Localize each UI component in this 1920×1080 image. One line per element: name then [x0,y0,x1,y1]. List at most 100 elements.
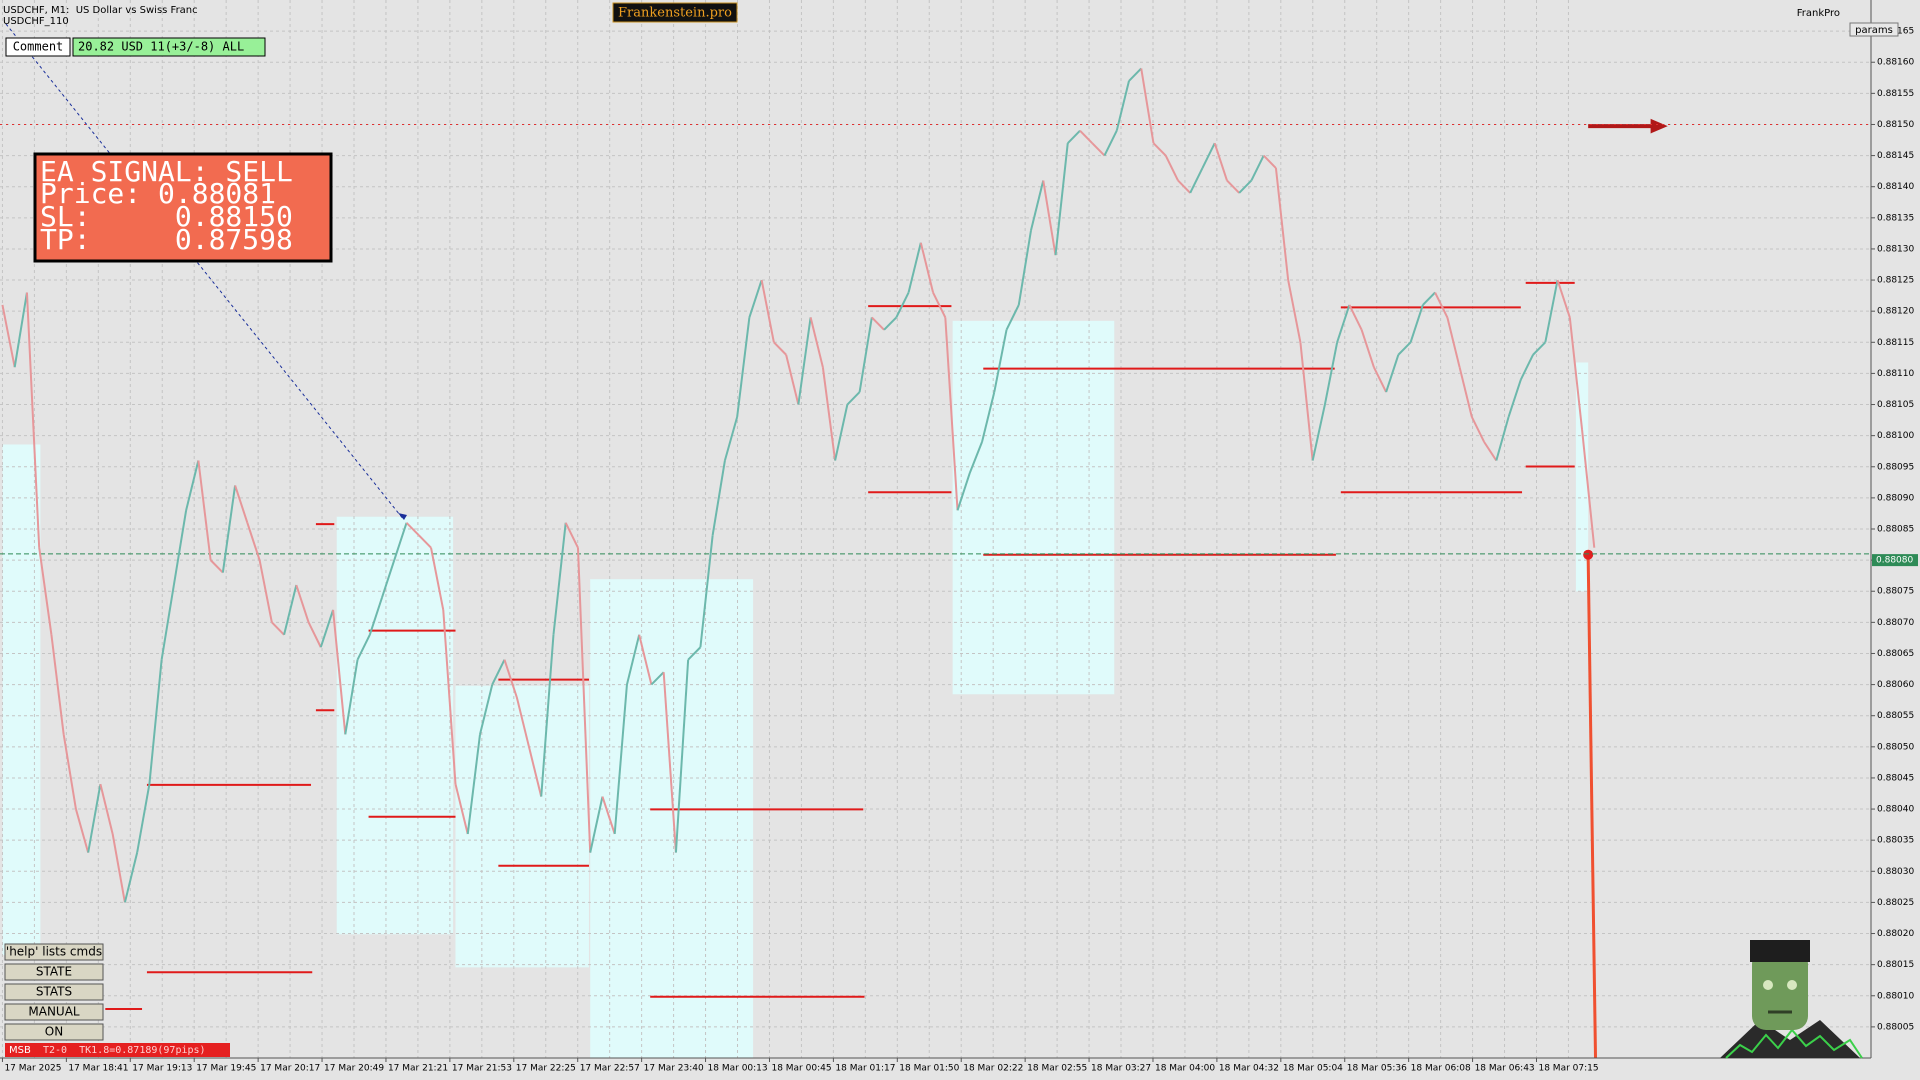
y-tick-label: 0.88135 [1877,213,1914,223]
price-segment [1238,179,1253,194]
price-segment [503,659,518,698]
x-tick-label: 18 Mar 04:32 [1219,1064,1279,1074]
price-segment [760,279,775,343]
x-tick-label: 18 Mar 07:15 [1538,1064,1598,1074]
y-tick-label: 0.88160 [1877,58,1914,68]
price-segment [185,460,200,511]
price-segment [332,609,347,735]
signal-line: TP: 0.87598 [40,223,293,256]
price-segment [1054,143,1069,256]
status-bar [5,1043,230,1057]
price-segment [1372,366,1388,393]
price-segment [515,696,530,748]
x-tick-label: 17 Mar 23:40 [644,1064,704,1074]
price-segment [1091,142,1106,157]
price-segment [1323,342,1339,405]
zone [455,685,589,968]
levels [0,118,1871,1058]
y-tick-label: 0.88070 [1877,618,1914,628]
price-segment [576,547,592,853]
control-buttons: 'help' lists cmds STATE STATS MANUAL ON [4,943,104,1041]
price-segment [172,510,188,586]
price-segment [1164,155,1179,181]
y-tick-label: 0.88050 [1877,742,1914,752]
price-segment [87,783,102,853]
control-button[interactable] [4,1003,104,1021]
y-tick-label: 0.88065 [1877,649,1914,659]
price-segment [1213,142,1228,181]
control-button[interactable] [4,963,104,981]
price-segment [197,460,212,561]
y-tick-label: 0.88130 [1877,244,1914,254]
x-tick-label: 18 Mar 06:08 [1411,1064,1471,1074]
price-segment [356,634,371,661]
price-segment [1226,179,1240,194]
price-segment [13,292,28,368]
price-segment [528,746,543,797]
price-segment [1042,180,1057,256]
price-segment [1005,304,1020,331]
price-segment [613,684,628,835]
price-segment [1470,416,1485,443]
price-segment [638,634,653,685]
y-tick-label: 0.88110 [1877,369,1914,379]
trend-arrow [398,513,407,520]
indicator-name: USDCHF_110 [3,16,69,27]
brand: Frankenstein.pro [618,6,732,21]
y-tick-label: 0.88100 [1877,431,1914,441]
price-segment [1336,304,1351,343]
price-segment [846,391,861,406]
control-label: 'help' lists cmds [6,945,102,959]
price-segment [38,547,53,635]
price-segment [601,796,616,835]
price-segment [123,852,139,903]
x-tick-label: 18 Mar 05:04 [1283,1064,1343,1074]
price-segment [1434,292,1449,318]
price-segment [1446,317,1461,368]
price-segment [1397,341,1412,356]
price-segment [271,621,285,636]
signal-line: Price: 0.88081 [40,177,276,210]
control-button[interactable] [4,943,104,961]
price-segment [454,783,469,835]
price-segment [540,634,555,797]
price-segment [1495,416,1510,461]
params-label: params [1855,25,1893,36]
x-tick-label: 17 Mar 19:13 [132,1064,192,1074]
control-button[interactable] [4,1023,104,1041]
mascot-eye [1787,980,1797,990]
comment-button[interactable] [5,37,71,57]
price-segment [821,367,837,461]
price-segment [466,734,481,835]
price-segment [1274,167,1290,281]
user-name: FrankPro [1797,8,1840,19]
price-segment [1189,167,1204,194]
price-segment [797,317,812,405]
y-tick-label: 0.88015 [1877,960,1914,970]
y-tick-label: 0.88085 [1877,525,1914,535]
control-button[interactable] [4,983,104,1001]
mascot-eye [1763,980,1773,990]
x-tick-label: 18 Mar 06:43 [1475,1064,1535,1074]
last-price-box [1872,554,1918,567]
price-segment [907,242,922,293]
signal-line: SL: 0.88150 [40,200,293,233]
price-segment [1311,404,1326,461]
price-segment [1115,80,1130,131]
price-segment [319,609,335,648]
params-button[interactable] [1849,22,1899,37]
price-segment [307,621,322,648]
price-segment [699,535,714,648]
brand-box [612,2,738,23]
x-tick-label: 17 Mar 21:21 [388,1064,448,1074]
account-box [72,37,266,57]
price-segment [625,634,641,685]
price-segment [283,584,298,636]
x-tick-label: 17 Mar 20:49 [324,1064,384,1074]
price-segment [1422,291,1436,306]
price-segment [944,317,959,511]
price-segment [442,609,457,785]
mascot-hair [1750,940,1810,962]
x-tick-label: 17 Mar 18:41 [68,1064,128,1074]
zone [336,516,454,935]
